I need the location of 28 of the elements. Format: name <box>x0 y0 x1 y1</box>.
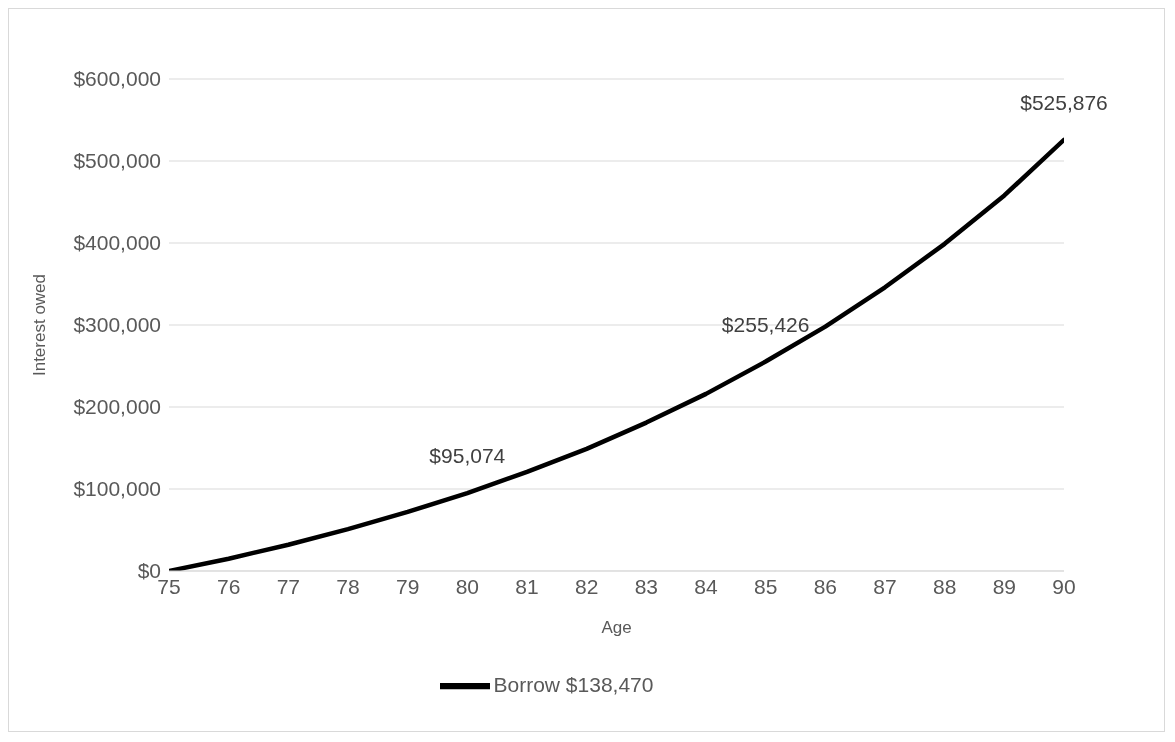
legend-label: Borrow $138,470 <box>493 672 654 696</box>
line-series <box>169 137 1064 571</box>
x-tick-label: 85 <box>753 574 778 598</box>
x-tick-label: 81 <box>515 574 539 598</box>
x-tick-label: 77 <box>276 574 301 598</box>
data-label: $525,876 <box>1020 90 1108 114</box>
y-tick-label: $100,000 <box>73 477 161 501</box>
y-tick-label: $500,000 <box>73 149 161 173</box>
data-label: $255,426 <box>721 312 810 336</box>
x-tick-label: 79 <box>395 574 420 598</box>
x-tick-label: 86 <box>813 574 838 598</box>
x-tick-label: 76 <box>216 574 241 598</box>
data-label: $95,074 <box>429 444 506 468</box>
y-tick-label: $400,000 <box>73 231 161 255</box>
y-tick-label: $300,000 <box>73 313 161 337</box>
x-tick-label: 83 <box>634 574 659 598</box>
y-axis-title: Interest owed <box>30 273 50 377</box>
x-tick-label: 88 <box>932 574 957 598</box>
x-axis-title: Age <box>601 618 632 637</box>
x-tick-label: 90 <box>1052 574 1076 598</box>
x-tick-label: 80 <box>455 574 480 598</box>
x-tick-label: 82 <box>574 574 599 598</box>
x-tick-label: 84 <box>694 574 718 598</box>
y-tick-label: $200,000 <box>73 395 161 419</box>
x-tick-label: 87 <box>873 574 897 598</box>
x-tick-label: 89 <box>992 574 1017 598</box>
x-tick-label: 78 <box>336 574 360 598</box>
y-tick-label: $600,000 <box>73 67 161 91</box>
